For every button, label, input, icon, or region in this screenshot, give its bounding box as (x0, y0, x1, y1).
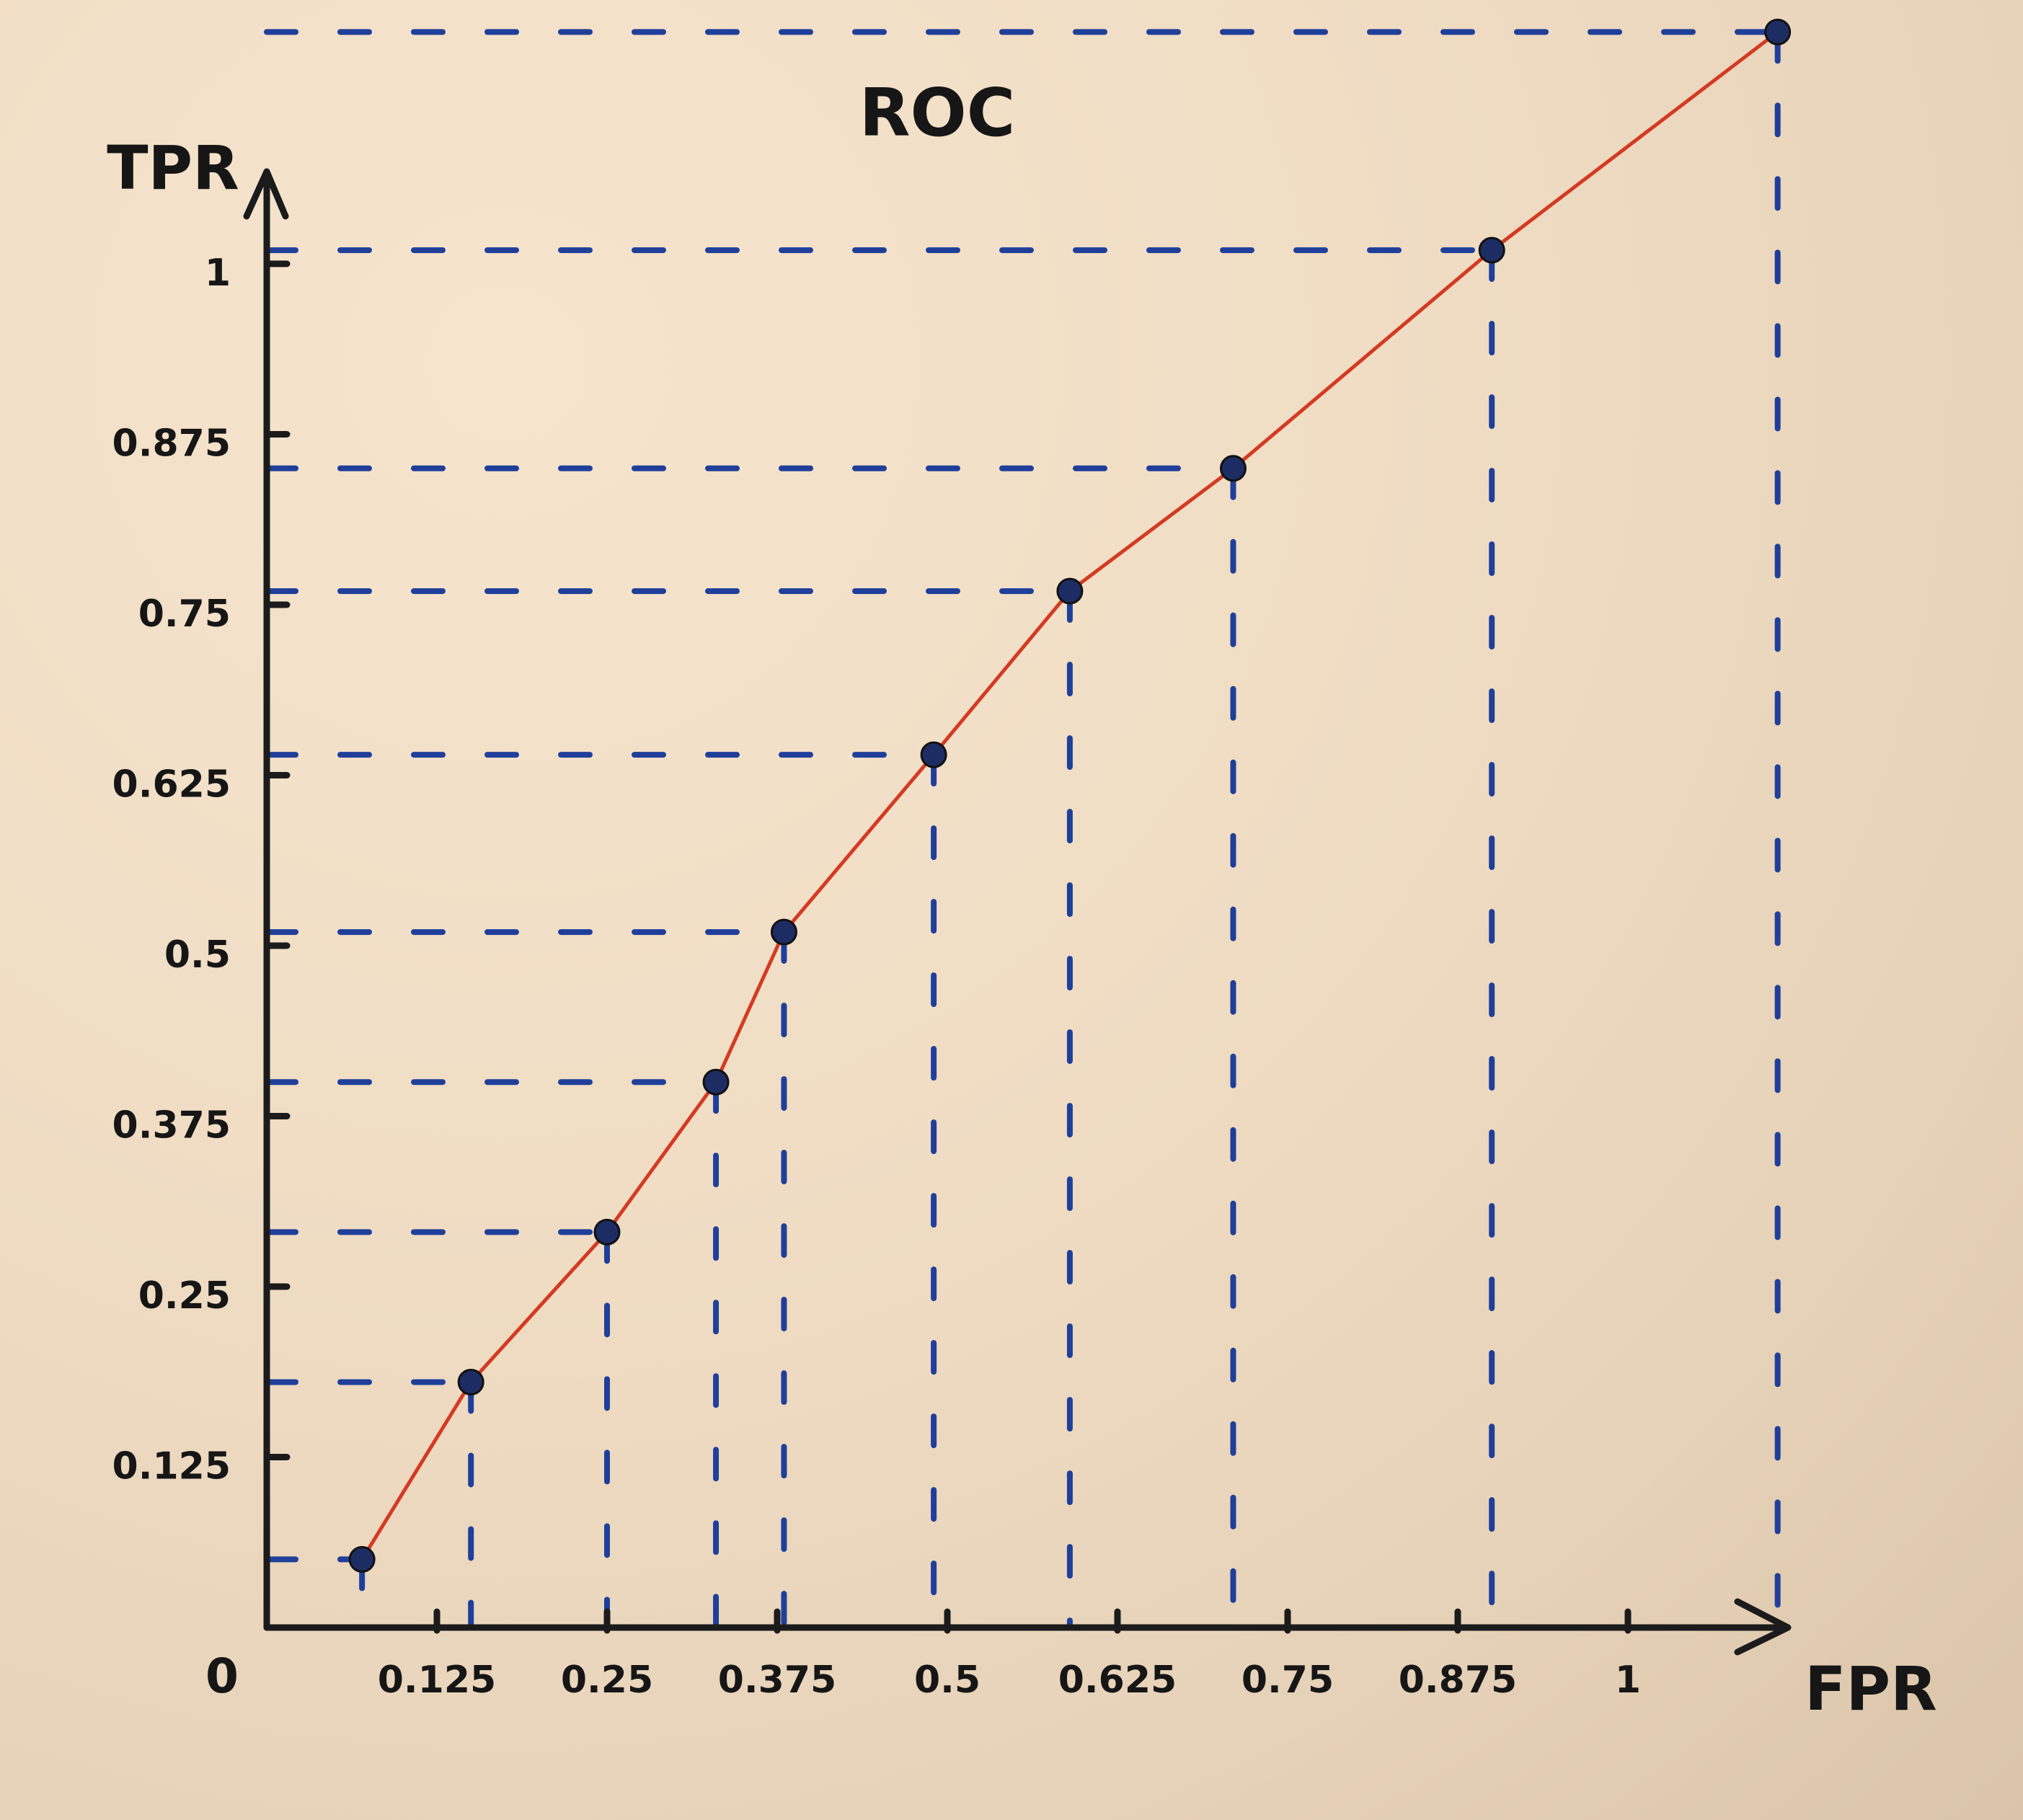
tick-labels: 0.125 0.25 0.375 0.5 0.625 0.75 0.875 1 0.125 0.2… (112, 252, 1642, 1702)
x-tick-label: 0.25 (561, 1659, 653, 1702)
roc-point (593, 1218, 621, 1246)
y-tick-label: 0.5 (164, 933, 231, 977)
x-axis-arrow (1734, 1598, 1792, 1656)
axes (243, 168, 1792, 1656)
y-tick-label: 0.875 (112, 422, 231, 466)
chart-title: ROC (859, 74, 1016, 151)
roc-point (1478, 236, 1505, 264)
roc-point (1056, 577, 1084, 605)
y-tick-label: 0.125 (112, 1445, 231, 1488)
x-tick-label: 0.375 (718, 1659, 836, 1702)
guide-lines (264, 29, 1781, 1630)
y-axis-label: TPR (107, 133, 239, 203)
x-tick-label: 0.125 (378, 1659, 496, 1702)
roc-point (770, 918, 797, 946)
y-tick-label: 1 (205, 252, 231, 295)
roc-point (348, 1545, 376, 1573)
origin-label: 0 (205, 1648, 239, 1704)
x-axis-label: FPR (1805, 1653, 1937, 1724)
roc-point (1219, 455, 1247, 482)
y-tick-label: 0.75 (138, 592, 231, 636)
roc-point (702, 1068, 730, 1096)
x-tick-label: 1 (1615, 1659, 1641, 1702)
x-tick-label: 0.75 (1241, 1659, 1334, 1702)
x-tick-label: 0.625 (1058, 1659, 1177, 1702)
roc-point (457, 1368, 484, 1395)
y-tick-label: 0.625 (112, 763, 231, 807)
y-tick-label: 0.25 (138, 1274, 231, 1318)
y-axis-arrow (243, 168, 289, 220)
roc-points (348, 18, 1792, 1573)
roc-point (1764, 18, 1792, 45)
roc-point (920, 741, 947, 768)
y-tick-label: 0.375 (112, 1104, 231, 1148)
x-tick-label: 0.875 (1399, 1659, 1517, 1702)
x-tick-label: 0.5 (914, 1659, 980, 1702)
roc-curve-line (360, 30, 1779, 1561)
ticks (263, 260, 1632, 1634)
